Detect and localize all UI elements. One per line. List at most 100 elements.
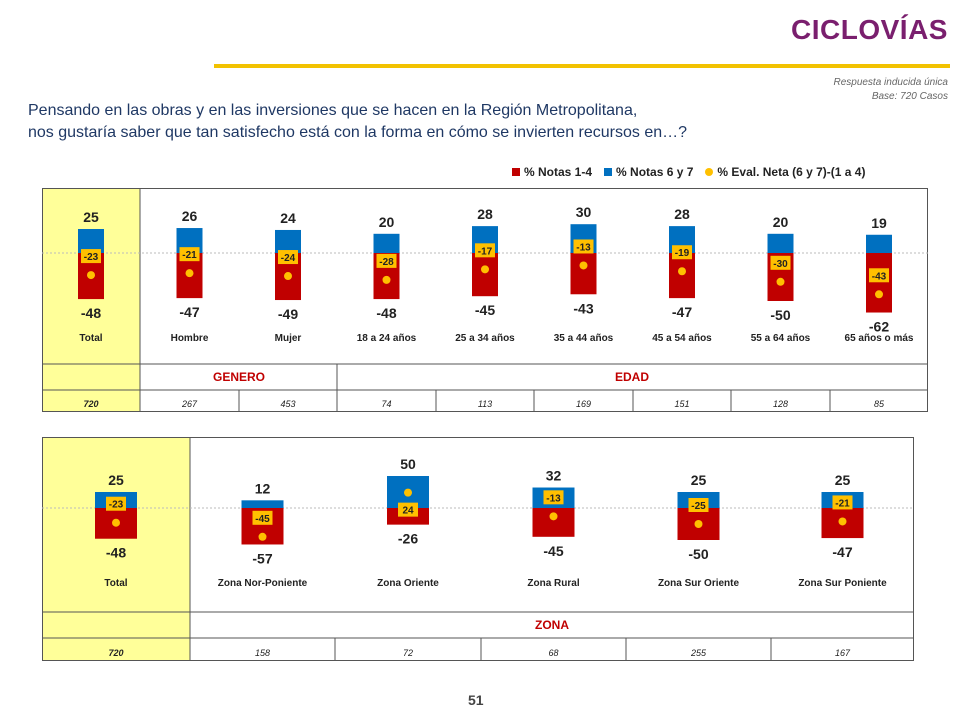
net-label-zona-nor-poniente: -45: [255, 514, 270, 525]
label-pos-55-a-64-anos: 20: [773, 214, 789, 230]
label-neg-zona-rural: -45: [543, 543, 563, 559]
net-label-total: -23: [109, 500, 124, 511]
label-pos-45-a-54-anos: 28: [674, 206, 690, 222]
label-neg-45-a-54-anos: -47: [672, 304, 692, 320]
bar-pos-total: [78, 229, 104, 253]
label-pos-total: 25: [83, 209, 99, 225]
label-pos-25-a-34-anos: 28: [477, 206, 493, 222]
label-pos-zona-nor-poniente: 12: [255, 480, 271, 496]
legend-pos-swatch: [604, 168, 613, 176]
net-label-box-total: [81, 249, 101, 264]
legend-net-swatch: [705, 168, 714, 176]
label-pos-hombre: 26: [182, 208, 198, 224]
legend-neg-swatch: [512, 168, 520, 176]
chart-zona: ZONA 25 -48 -23 Total 720 12 -57 -45 Zona Nor-Pon…: [42, 437, 914, 661]
chart-panel-zona: ZONA 25 -48 -23 Total 720 12 -57 -45 Zona Nor-Pon…: [42, 437, 914, 661]
question-line-2: nos gustaría saber que tan satisfecho es…: [28, 124, 688, 141]
label-neg-hombre: -47: [179, 304, 199, 320]
net-label-mujer: -24: [281, 253, 296, 264]
category-label-18-a-24-anos: 18 a 24 años: [357, 333, 417, 344]
group-label-zona: ZONA: [535, 618, 569, 632]
net-dot-55-a-64-anos: [776, 277, 785, 286]
base-count-55-a-64-anos: 128: [773, 399, 788, 409]
legend-net-label: % Eval. Neta (6 y 7)-(1 a 4): [717, 165, 866, 179]
base-count-zona-oriente: 72: [403, 648, 413, 658]
bar-pos-55-a-64-anos: [767, 233, 794, 253]
base-count-hombre: 267: [181, 399, 198, 409]
bar-pos-zona-nor-poniente: [241, 500, 284, 508]
category-label-zona-nor-poniente: Zona Nor-Poniente: [218, 578, 308, 589]
label-pos-65-anos-o-mas: 19: [871, 215, 887, 231]
net-dot-25-a-34-anos: [481, 265, 489, 274]
page-title: CICLOVÍAS: [791, 14, 948, 45]
net-label-box-zona-nor-poniente: [252, 510, 273, 525]
survey-question: Pensando en las obras y en las inversion…: [28, 100, 808, 144]
label-neg-25-a-34-anos: -45: [475, 302, 495, 318]
net-dot-total: [112, 518, 120, 527]
base-count-18-a-24-anos: 74: [381, 399, 391, 409]
question-line-1: Pensando en las obras y en las inversion…: [28, 102, 638, 119]
category-label-total: Total: [79, 333, 102, 344]
label-neg-zona-nor-poniente: -57: [252, 550, 272, 566]
bar-neg-35-a-44-anos: [570, 253, 597, 295]
label-neg-total: -48: [106, 545, 126, 561]
response-type-note: Respuesta inducida única: [833, 77, 948, 88]
bar-neg-65-anos-o-mas: [866, 253, 892, 313]
net-dot-zona-rural: [549, 512, 558, 521]
net-label-box-18-a-24-anos: [376, 253, 397, 268]
net-label-45-a-54-anos: -19: [675, 248, 690, 259]
base-cases-note: Base: 720 Casos: [871, 91, 948, 102]
net-label-box-mujer: [278, 250, 298, 265]
net-label-zona-oriente: 24: [402, 506, 414, 517]
net-label-zona-rural: -13: [546, 493, 561, 504]
legend-item-neg: % Notas 1-4: [512, 164, 592, 180]
page-number: 51: [468, 692, 484, 708]
category-label-hombre: Hombre: [171, 333, 209, 344]
label-neg-18-a-24-anos: -48: [376, 305, 396, 321]
net-dot-zona-sur-oriente: [694, 520, 703, 528]
base-count-zona-sur-oriente: 255: [690, 648, 707, 658]
label-pos-mujer: 24: [280, 210, 296, 226]
chart-border: [42, 188, 928, 412]
net-dot-35-a-44-anos: [579, 261, 588, 270]
net-label-box-hombre: [179, 247, 200, 262]
net-label-total: -23: [84, 252, 99, 263]
base-count-zona-sur-poniente: 167: [835, 648, 851, 658]
category-label-zona-oriente: Zona Oriente: [377, 578, 439, 589]
base-count-35-a-44-anos: 169: [576, 399, 591, 409]
label-pos-zona-sur-poniente: 25: [835, 472, 851, 488]
net-label-box-45-a-54-anos: [672, 245, 692, 260]
group-label-genero: GENERO: [213, 370, 265, 384]
group-label-edad: EDAD: [615, 370, 649, 384]
label-pos-zona-oriente: 50: [400, 456, 416, 472]
net-dot-45-a-54-anos: [678, 267, 686, 276]
chart-legend: % Notas 1-4 % Notas 6 y 7 % Eval. Neta (…: [512, 164, 865, 180]
legend-item-net: % Eval. Neta (6 y 7)-(1 a 4): [705, 164, 865, 180]
bar-pos-18-a-24-anos: [373, 233, 400, 253]
label-neg-zona-oriente: -26: [398, 531, 418, 547]
category-label-65-anos-o-mas: 65 años o más: [845, 333, 914, 344]
chart-border: [42, 437, 914, 661]
base-note: Respuesta inducida única Base: 720 Casos: [833, 76, 948, 104]
category-label-55-a-64-anos: 55 a 64 años: [751, 333, 811, 344]
label-neg-65-anos-o-mas: -62: [869, 319, 889, 335]
chart-panel-genero-edad: GENERO EDAD 25 -48 -23 Total 720 26 -47 -21 Hombre…: [42, 188, 928, 412]
net-label-box-35-a-44-anos: [573, 239, 594, 254]
category-label-total: Total: [104, 578, 127, 589]
net-label-zona-sur-oriente: -25: [691, 501, 706, 512]
label-pos-zona-rural: 32: [546, 468, 562, 484]
total-column-highlight: [42, 188, 140, 412]
label-neg-total: -48: [81, 305, 101, 321]
category-label-zona-sur-poniente: Zona Sur Poniente: [798, 578, 887, 589]
net-dot-zona-sur-poniente: [838, 517, 847, 526]
bar-pos-65-anos-o-mas: [866, 234, 892, 253]
legend-pos-label: % Notas 6 y 7: [616, 165, 694, 179]
net-label-zona-sur-poniente: -21: [835, 498, 850, 509]
base-count-25-a-34-anos: 113: [478, 399, 492, 409]
net-dot-18-a-24-anos: [382, 275, 391, 284]
label-neg-55-a-64-anos: -50: [770, 307, 790, 323]
net-label-35-a-44-anos: -13: [576, 242, 591, 253]
category-label-mujer: Mujer: [275, 333, 302, 344]
legend-item-pos: % Notas 6 y 7: [604, 164, 693, 180]
net-dot-65-anos-o-mas: [875, 290, 883, 299]
